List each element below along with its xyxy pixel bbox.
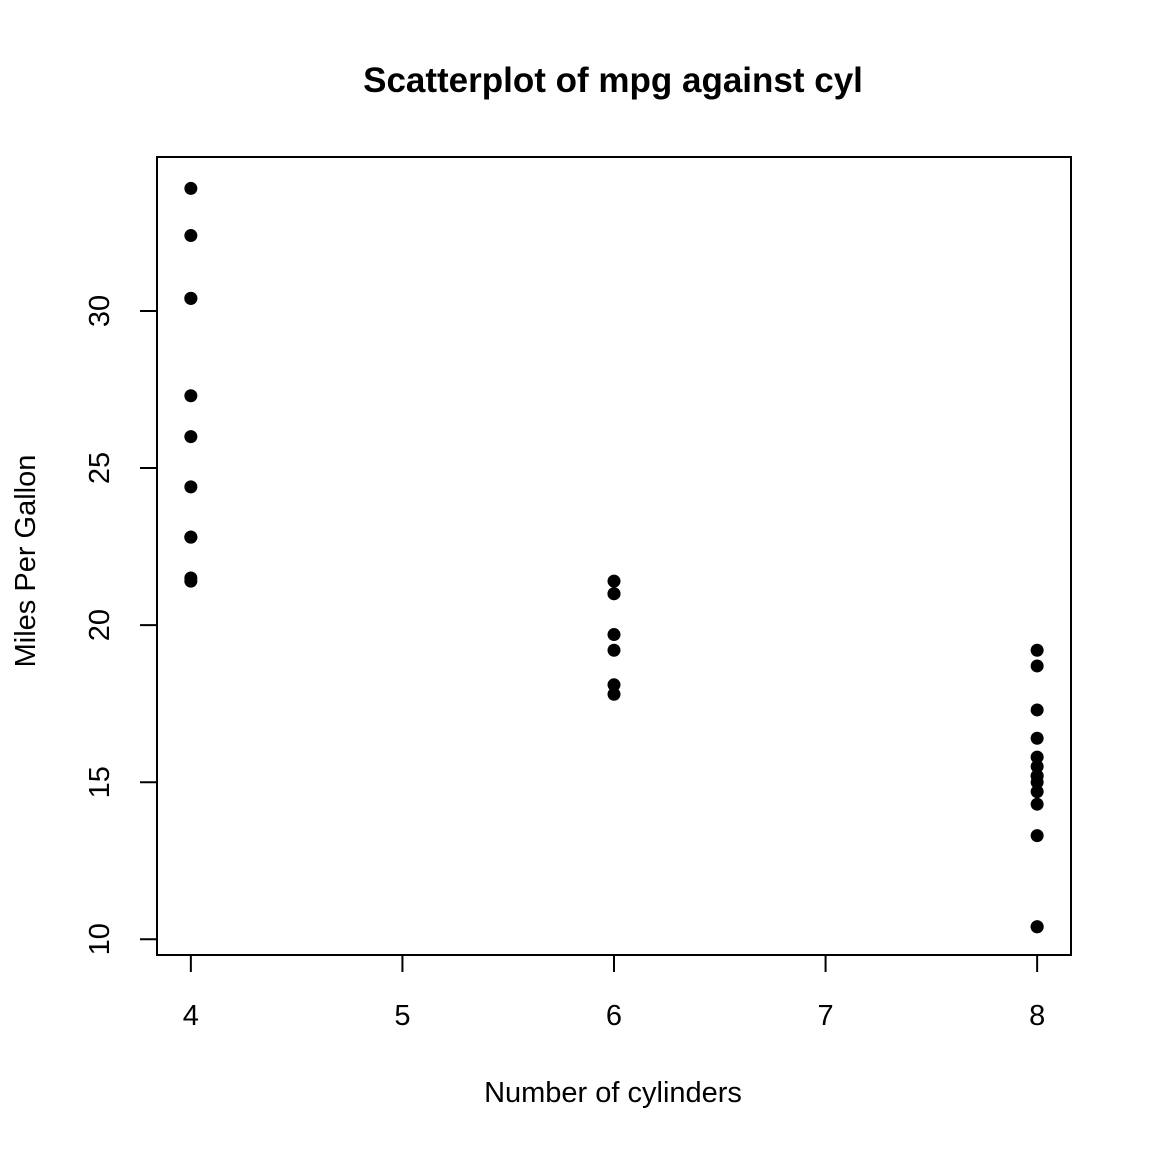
data-point: [1030, 920, 1044, 934]
data-point: [184, 181, 198, 195]
data-point: [607, 687, 621, 701]
data-point: [184, 530, 198, 544]
x-axis-label: Number of cylinders: [484, 1077, 742, 1109]
data-point: [1030, 703, 1044, 717]
data-point: [1030, 750, 1044, 764]
x-tick-label: 8: [1029, 1000, 1045, 1032]
data-point: [1030, 797, 1044, 811]
x-tick-label: 6: [606, 1000, 622, 1032]
data-point: [184, 291, 198, 305]
data-point: [1030, 759, 1044, 773]
data-point: [1030, 659, 1044, 673]
x-tick-label: 5: [394, 1000, 410, 1032]
x-axis: 4 5 6 7 8: [183, 954, 1045, 1032]
x-tick-label: 7: [818, 1000, 834, 1032]
x-tick-label: 4: [183, 1000, 199, 1032]
y-tick-label: 25: [84, 452, 116, 484]
y-axis-label: Miles Per Gallon: [10, 455, 42, 668]
data-points: [184, 181, 1044, 934]
y-tick-label: 30: [84, 295, 116, 327]
data-point: [184, 574, 198, 588]
data-point: [184, 430, 198, 444]
data-point: [184, 480, 198, 494]
data-point: [1030, 731, 1044, 745]
data-point: [607, 643, 621, 657]
data-point: [1030, 775, 1044, 789]
data-point: [1030, 829, 1044, 843]
data-point: [1030, 785, 1044, 799]
data-point: [607, 587, 621, 601]
data-point: [607, 678, 621, 692]
plot-frame: [156, 156, 1072, 956]
data-point: [1030, 643, 1044, 657]
data-point: [184, 229, 198, 243]
y-tick-label: 15: [84, 766, 116, 798]
data-point: [607, 628, 621, 642]
y-tick-label: 10: [84, 923, 116, 955]
chart-title: Scatterplot of mpg against cyl: [363, 61, 863, 100]
data-point: [184, 389, 198, 403]
y-tick-label: 20: [84, 609, 116, 641]
y-axis: 10 15 20 25 30: [84, 295, 158, 955]
data-point: [607, 574, 621, 588]
